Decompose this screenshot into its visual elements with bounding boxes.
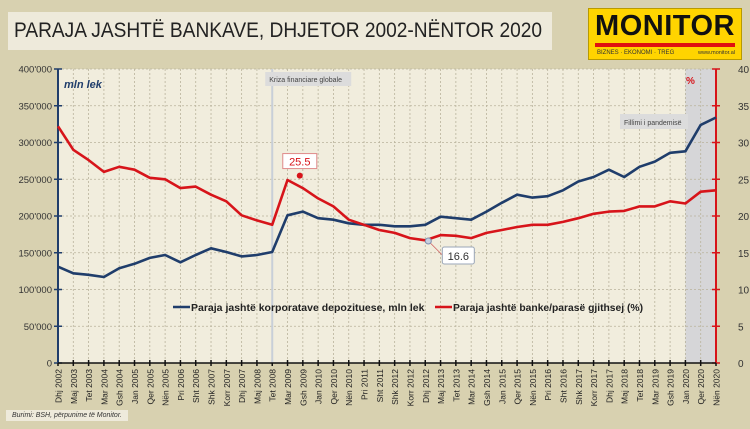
crisis-label: Kriza financiare globale bbox=[269, 77, 342, 84]
x-axis-tick-label: Jan 2020 bbox=[681, 369, 691, 404]
left-axis-unit: mln lek bbox=[64, 79, 103, 91]
right-axis-tick-label: 35 bbox=[738, 102, 750, 113]
x-axis-tick-label: Maj 2003 bbox=[69, 369, 79, 404]
x-axis-tick-label: Mar 2019 bbox=[650, 369, 660, 405]
peak-marker bbox=[296, 172, 303, 179]
pandemic-label: Fillimi i pandemisë bbox=[624, 120, 682, 127]
x-axis-tick-label: Jan 2010 bbox=[314, 369, 324, 404]
x-axis-tick-label: Mar 2004 bbox=[99, 369, 109, 405]
x-axis-tick-label: Qer 2020 bbox=[696, 369, 706, 405]
x-axis-tick-label: Shk 2017 bbox=[574, 369, 584, 405]
legend-label: Paraja jashtë korporatave depozituese, m… bbox=[191, 302, 425, 314]
x-axis-tick-label: Gsh 2014 bbox=[482, 369, 492, 406]
source-note: Burimi: BSH, përpunime të Monitor. bbox=[6, 410, 128, 421]
x-axis-tick-label: Pri 2016 bbox=[543, 369, 553, 401]
logo-wordmark: MONITOR bbox=[595, 10, 735, 42]
x-axis-tick-label: Tet 2018 bbox=[635, 369, 645, 402]
x-axis-tick-label: Sht 2006 bbox=[191, 369, 201, 403]
x-axis-tick-label: Maj 2008 bbox=[252, 369, 262, 404]
x-axis-tick-label: Gsh 2019 bbox=[666, 369, 676, 406]
right-axis-tick-label: 5 bbox=[738, 322, 744, 333]
x-axis-tick-label: Sht 2016 bbox=[558, 369, 568, 403]
x-axis-tick-label: Jan 2005 bbox=[130, 369, 140, 404]
x-axis-tick-label: Dhj 2002 bbox=[54, 369, 64, 403]
logo-url: www.monitor.al bbox=[698, 50, 735, 56]
x-axis-tick-label: Nën 2005 bbox=[161, 369, 171, 406]
right-axis-tick-label: 25 bbox=[738, 175, 750, 186]
trough-label: 16.6 bbox=[448, 251, 469, 263]
series-line-cash-share bbox=[56, 125, 717, 242]
left-axis-tick-label: 400'000 bbox=[18, 65, 52, 76]
x-axis-tick-label: Dhj 2007 bbox=[237, 369, 247, 403]
right-axis-tick-label: 30 bbox=[738, 139, 750, 150]
x-axis-tick-label: Gsh 2004 bbox=[115, 369, 125, 406]
x-axis-tick-label: Korr 2007 bbox=[222, 369, 232, 407]
left-axis-tick-label: 150'000 bbox=[18, 248, 52, 259]
x-axis-tick-label: Tet 2008 bbox=[268, 369, 278, 402]
right-axis-tick-label: 15 bbox=[738, 249, 750, 260]
left-axis-tick-label: 0 bbox=[47, 359, 52, 370]
x-axis-tick-label: Dhj 2017 bbox=[604, 369, 614, 403]
peak-label-box bbox=[282, 153, 318, 170]
trough-marker bbox=[424, 237, 432, 245]
left-axis-tick-label: 200'000 bbox=[18, 212, 52, 223]
pandemic-label-box bbox=[620, 114, 688, 129]
x-axis-tick-label: Pri 2006 bbox=[176, 369, 186, 401]
x-axis-tick-label: Pri 2011 bbox=[360, 369, 370, 400]
x-axis-tick-label: Maj 2013 bbox=[436, 369, 446, 404]
right-axis-tick-label: 20 bbox=[738, 212, 750, 223]
x-axis-tick-label: Mar 2009 bbox=[283, 369, 293, 405]
logo-red-bar bbox=[595, 43, 735, 47]
trough-label-box bbox=[441, 246, 475, 265]
x-axis-tick-label: Korr 2012 bbox=[405, 369, 415, 407]
x-axis-tick-label: Tet 2013 bbox=[451, 369, 461, 402]
right-axis-tick-label: 0 bbox=[738, 359, 744, 370]
left-axis-tick-label: 100'000 bbox=[18, 285, 52, 296]
x-axis-tick-label: Sht 2011 bbox=[375, 369, 385, 403]
monitor-logo: MONITOR BIZNES · EKONOMI · TREG www.moni… bbox=[588, 8, 742, 60]
x-axis-tick-label: Shk 2007 bbox=[207, 369, 217, 405]
x-axis-tick-label: Shk 2012 bbox=[390, 369, 400, 405]
left-axis-tick-label: 50'000 bbox=[24, 322, 52, 333]
x-axis-tick-label: Nën 2010 bbox=[344, 369, 354, 406]
x-axis-tick-label: Qer 2005 bbox=[145, 369, 155, 405]
x-axis-tick-label: Gsh 2009 bbox=[298, 369, 308, 406]
legend-label: Paraja jashtë banke/parasë gjithsej (%) bbox=[453, 302, 643, 314]
series-line-corporate-cash bbox=[57, 116, 717, 279]
x-axis-tick-label: Nën 2015 bbox=[528, 369, 538, 406]
x-axis-tick-label: Tet 2003 bbox=[84, 369, 94, 402]
left-axis-tick-label: 300'000 bbox=[18, 138, 52, 149]
x-axis-tick-label: Mar 2014 bbox=[467, 369, 477, 405]
x-axis-tick-label: Nën 2020 bbox=[712, 369, 722, 406]
x-axis-tick-label: Jan 2015 bbox=[497, 369, 507, 404]
right-axis-tick-label: 10 bbox=[738, 286, 750, 297]
x-axis-tick-label: Dhj 2012 bbox=[421, 369, 431, 403]
x-axis-tick-label: Maj 2018 bbox=[620, 369, 630, 404]
chart-title: PARAJA JASHTË BANKAVE, DHJETOR 2002-NËNT… bbox=[14, 19, 543, 42]
chart-title-box: PARAJA JASHTË BANKAVE, DHJETOR 2002-NËNT… bbox=[8, 12, 552, 50]
right-axis-tick-label: 40 bbox=[738, 65, 750, 76]
x-axis-tick-label: Qer 2015 bbox=[513, 369, 523, 405]
logo-tagline: BIZNES · EKONOMI · TREG bbox=[597, 50, 675, 56]
left-axis-tick-label: 250'000 bbox=[18, 175, 52, 186]
peak-label: 25.5 bbox=[289, 157, 310, 169]
right-axis-unit: % bbox=[686, 76, 695, 87]
left-axis-tick-label: 350'000 bbox=[18, 101, 52, 112]
crisis-label-box bbox=[265, 72, 352, 86]
x-axis-tick-label: Korr 2017 bbox=[589, 369, 599, 407]
x-axis-tick-label: Qer 2010 bbox=[329, 369, 339, 405]
